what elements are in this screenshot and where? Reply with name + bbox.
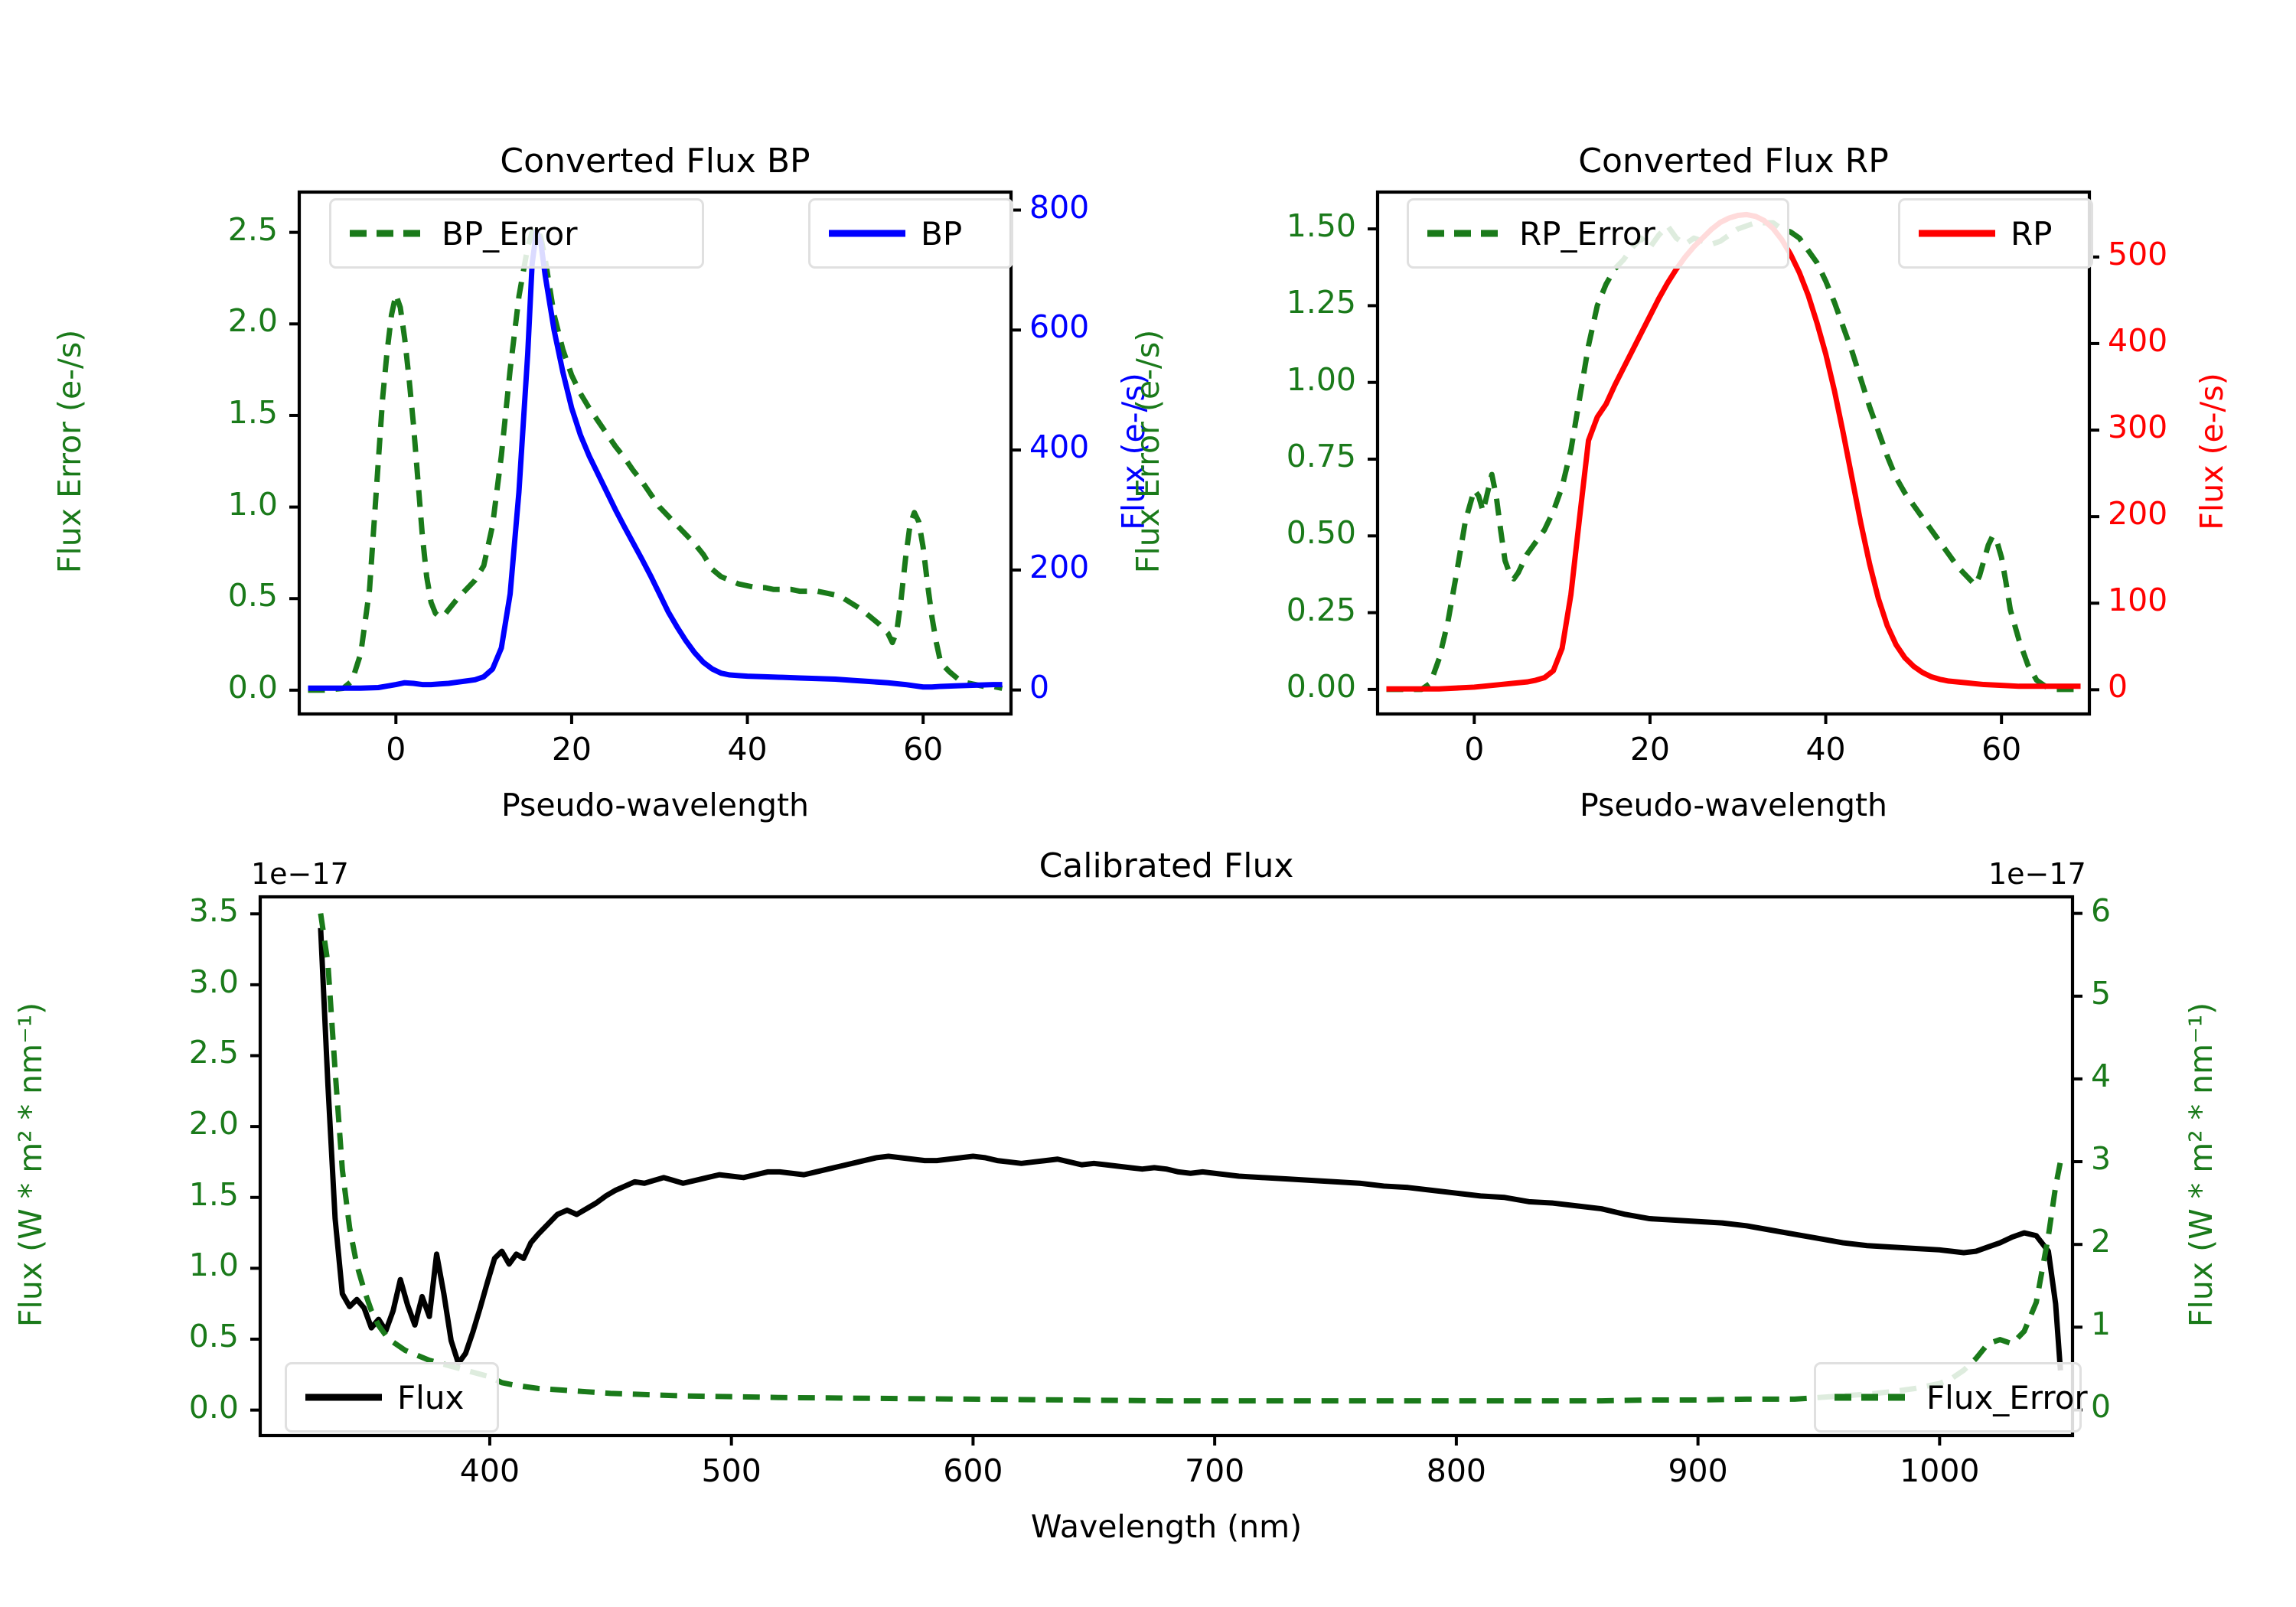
calibrated-flux-legend-flux[interactable]: Flux: [285, 1362, 499, 1433]
calibrated-flux-ylabel-right: Flux (W * m² * nm⁻¹): [2183, 1002, 2219, 1328]
calibrated-flux-xtick: 800: [1426, 1452, 1486, 1489]
calibrated-flux-xtick: 400: [459, 1452, 520, 1489]
calibrated-flux-xtick: 600: [943, 1452, 1003, 1489]
legend-label: BP: [921, 214, 963, 253]
converted-flux-rp-series-rp_error: [1386, 220, 2081, 693]
calibrated-flux-xtick: 1000: [1900, 1452, 1980, 1489]
converted-flux-rp-ytick-left: 0.75: [1286, 438, 1356, 475]
legend-label: RP: [2011, 214, 2053, 253]
converted-flux-bp-ytick-right: 600: [1029, 308, 1090, 346]
converted-flux-rp-ytick-right: 100: [2108, 582, 2168, 619]
converted-flux-rp-ytick-left: 1.50: [1286, 207, 1356, 245]
converted-flux-rp-ylabel-right: Flux (e-/s): [2193, 373, 2230, 530]
calibrated-flux-ytick-right: 2: [2091, 1223, 2112, 1260]
converted-flux-rp-ytick-right: 400: [2108, 321, 2168, 359]
converted-flux-bp-xtick: 0: [386, 731, 406, 768]
calibrated-flux-xtick: 900: [1668, 1452, 1728, 1489]
converted-flux-rp-xtick: 20: [1629, 731, 1670, 768]
converted-flux-rp-xtick: 60: [1981, 731, 2022, 768]
converted-flux-rp-ytick-right: 0: [2108, 668, 2128, 706]
converted-flux-rp-legend-rp[interactable]: RP: [1898, 198, 2093, 269]
converted-flux-bp-ytick-right: 0: [1029, 668, 1050, 706]
converted-flux-rp-xtick: 40: [1805, 731, 1846, 768]
converted-flux-bp-ytick-left: 2.5: [227, 210, 278, 248]
calibrated-flux-ytick-left: 3.5: [188, 892, 239, 930]
converted-flux-rp-ytick-right: 200: [2108, 495, 2168, 533]
calibrated-flux-ytick-left: 0.5: [188, 1318, 239, 1355]
legend-label: Flux_Error: [1926, 1378, 2088, 1416]
legend-label: BP_Error: [442, 214, 578, 253]
converted-flux-bp-xtick: 20: [551, 731, 592, 768]
legend-line-swatch: [1427, 230, 1504, 237]
calibrated-flux-ytick-left: 3.0: [188, 963, 239, 1000]
calibrated-flux-ylabel-left: Flux (W * m² * nm⁻¹): [12, 1002, 49, 1328]
legend-label: RP_Error: [1519, 214, 1655, 253]
calibrated-flux-ytick-right: 1: [2091, 1305, 2112, 1343]
calibrated-flux-ytick-right: 6: [2091, 892, 2112, 929]
calibrated-flux-xtick: 500: [701, 1452, 762, 1489]
converted-flux-rp-ylabel-left: Flux Error (e-/s): [1130, 329, 1166, 574]
converted-flux-rp-ytick-right: 500: [2108, 235, 2168, 272]
calibrated-flux-ytick-left: 0.0: [188, 1388, 239, 1426]
calibrated-flux-offset-left: 1e−17: [251, 857, 349, 891]
converted-flux-bp-xtick: 60: [903, 731, 944, 768]
converted-flux-rp-legend-rp-error[interactable]: RP_Error: [1407, 198, 1789, 269]
converted-flux-rp-title: Converted Flux RP: [1578, 142, 1889, 181]
converted-flux-rp-xtick: 0: [1464, 731, 1485, 768]
calibrated-flux-ytick-right: 0: [2091, 1388, 2112, 1426]
calibrated-flux-ytick-right: 3: [2091, 1140, 2112, 1178]
calibrated-flux-series-flux_error: [318, 913, 2063, 1404]
converted-flux-bp-series-bp: [308, 228, 1003, 691]
calibrated-flux-ytick-left: 1.0: [188, 1247, 239, 1284]
converted-flux-bp-title: Converted Flux BP: [500, 142, 810, 181]
converted-flux-bp-series-bp_error: [308, 223, 1003, 693]
converted-flux-rp-xlabel: Pseudo-wavelength: [1579, 787, 1888, 823]
calibrated-flux-ytick-right: 5: [2091, 974, 2112, 1012]
calibrated-flux-ytick-left: 2.0: [188, 1105, 239, 1143]
calibrated-flux-series-flux: [318, 927, 2063, 1371]
legend-line-swatch: [305, 1393, 382, 1401]
converted-flux-rp-ytick-left: 0.50: [1286, 514, 1356, 552]
calibrated-flux-offset-right: 1e−17: [1988, 857, 2086, 891]
legend-line-swatch: [829, 230, 905, 237]
calibrated-flux-xlabel: Wavelength (nm): [1030, 1508, 1303, 1545]
converted-flux-bp-xtick: 40: [727, 731, 768, 768]
converted-flux-bp-ytick-right: 800: [1029, 188, 1090, 226]
legend-line-swatch: [350, 230, 426, 237]
converted-flux-rp-series-rp: [1386, 211, 2081, 692]
converted-flux-rp-ytick-left: 0.00: [1286, 667, 1356, 705]
calibrated-flux-legend-flux-error[interactable]: Flux_Error: [1814, 1362, 2088, 1433]
calibrated-flux-title: Calibrated Flux: [1039, 846, 1294, 885]
calibrated-flux-ytick-left: 2.5: [188, 1034, 239, 1071]
converted-flux-bp-xlabel: Pseudo-wavelength: [501, 787, 810, 823]
converted-flux-bp-ylabel-left: Flux Error (e-/s): [51, 329, 88, 574]
converted-flux-bp-legend-bp[interactable]: BP: [808, 198, 1013, 269]
converted-flux-bp-legend-bp-error[interactable]: BP_Error: [329, 198, 704, 269]
legend-line-swatch: [1919, 230, 1995, 237]
converted-flux-bp-ytick-left: 2.0: [227, 302, 278, 340]
converted-flux-rp-ytick-left: 0.25: [1286, 591, 1356, 628]
converted-flux-bp-ytick-left: 1.5: [227, 393, 278, 431]
converted-flux-bp-ytick-left: 0.0: [227, 668, 278, 706]
converted-flux-bp-ytick-left: 0.5: [227, 577, 278, 614]
converted-flux-rp-ytick-left: 1.25: [1286, 284, 1356, 321]
converted-flux-rp-ytick-right: 300: [2108, 409, 2168, 446]
calibrated-flux-ytick-right: 4: [2091, 1057, 2112, 1094]
converted-flux-bp-ytick-right: 400: [1029, 429, 1090, 466]
calibrated-flux-xtick: 700: [1185, 1452, 1245, 1489]
converted-flux-bp-ytick-right: 200: [1029, 548, 1090, 585]
legend-line-swatch: [1835, 1393, 1911, 1401]
calibrated-flux-ytick-left: 1.5: [188, 1175, 239, 1213]
legend-label: Flux: [397, 1378, 465, 1416]
converted-flux-rp-ytick-left: 1.00: [1286, 360, 1356, 398]
converted-flux-bp-ytick-left: 1.0: [227, 485, 278, 523]
